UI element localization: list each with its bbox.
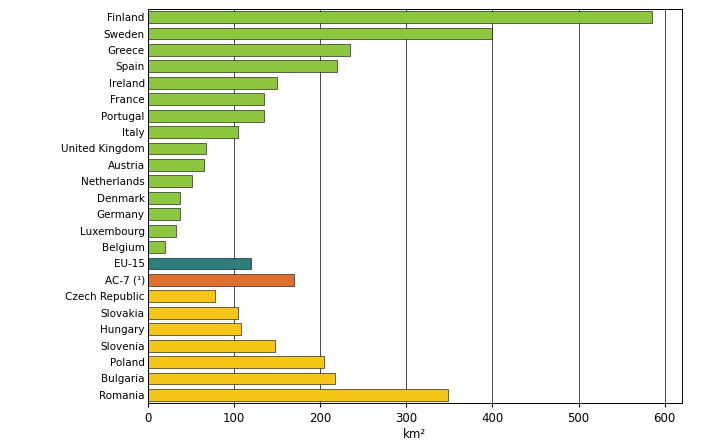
- Bar: [148, 373, 335, 385]
- Bar: [148, 126, 238, 138]
- Bar: [148, 192, 181, 204]
- Bar: [148, 93, 264, 105]
- Bar: [148, 241, 165, 253]
- Bar: [148, 225, 176, 237]
- Bar: [148, 274, 294, 286]
- Bar: [148, 143, 206, 155]
- Bar: [148, 291, 215, 302]
- Bar: [148, 159, 204, 171]
- X-axis label: km²: km²: [404, 428, 426, 441]
- Bar: [148, 77, 277, 89]
- Bar: [148, 323, 240, 335]
- Bar: [148, 257, 251, 269]
- Bar: [148, 389, 448, 401]
- Bar: [148, 44, 350, 56]
- Bar: [148, 356, 324, 368]
- Bar: [148, 110, 264, 121]
- Bar: [148, 11, 652, 23]
- Bar: [148, 340, 275, 352]
- Bar: [148, 175, 193, 187]
- Bar: [148, 60, 337, 72]
- Bar: [148, 307, 238, 319]
- Bar: [148, 208, 179, 220]
- Bar: [148, 27, 492, 39]
